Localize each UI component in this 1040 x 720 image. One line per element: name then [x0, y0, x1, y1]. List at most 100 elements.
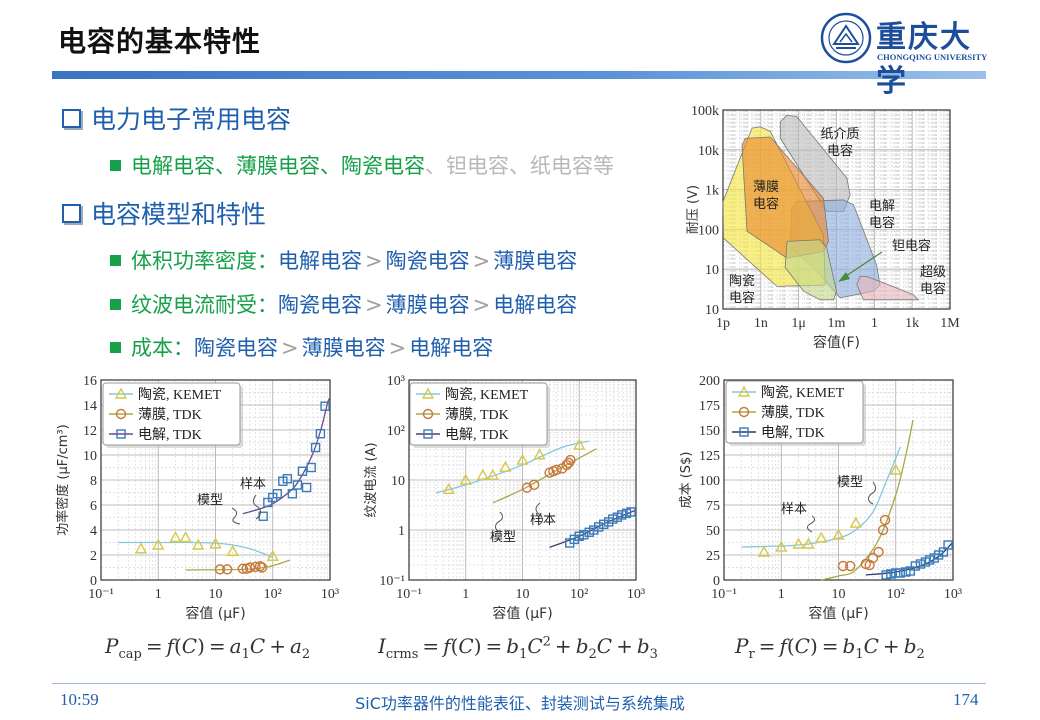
y-tick-label: 10 — [705, 263, 719, 278]
square-marker — [263, 497, 273, 508]
region-label-electrolytic: 电解电容 — [868, 199, 895, 231]
y-tick-label: 175 — [699, 399, 720, 414]
greater-than-separator: > — [281, 336, 299, 360]
formula-token: ) = — [197, 634, 230, 658]
y-tick-label: 10k — [698, 144, 719, 159]
formula-token: f — [443, 634, 451, 658]
square-marker — [287, 489, 298, 499]
formula-token: ) = — [473, 634, 507, 658]
y-tick-label: 125 — [699, 449, 720, 464]
triangle-marker — [209, 537, 222, 549]
circle-marker — [844, 560, 856, 572]
square-marker — [933, 550, 944, 560]
triangle-marker — [516, 453, 529, 465]
region-label-supercap: 超级电容 — [919, 265, 946, 297]
formula-token: f — [166, 634, 174, 658]
rank-label: 成本： — [131, 336, 194, 360]
formula-token: = — [418, 634, 444, 658]
x-tick-label: 1 — [155, 587, 162, 602]
university-logo: 重庆大学 CHONGQING UNIVERSITY — [820, 10, 988, 99]
formula-token: 2 — [588, 647, 597, 662]
sub-bullet-text: 纹波电流耐受：陶瓷电容 > 薄膜电容 > 电解电容 — [131, 289, 577, 319]
legend-entry: 陶瓷, KEMET — [138, 387, 222, 403]
formula-token: cap — [118, 647, 142, 662]
x-tick-label: 1 — [778, 587, 785, 602]
rank-item: 电解电容 — [493, 293, 578, 317]
y-tick-label: 1k — [705, 184, 719, 199]
circle-marker — [237, 563, 249, 574]
y-axis-title: 纹波电流 (A) — [364, 442, 379, 517]
formula-token: crms — [385, 647, 419, 662]
y-tick-label: 10³ — [387, 374, 405, 389]
annotation-leader — [494, 511, 504, 533]
square-marker — [315, 429, 326, 439]
plot-frame — [408, 379, 637, 581]
formula-token: b — [903, 634, 917, 658]
y-tick-label: 10⁻¹ — [379, 574, 405, 589]
triangle-marker — [114, 387, 128, 399]
triangle-marker — [832, 528, 845, 540]
triangle-marker — [802, 537, 815, 549]
region-label-paper: 纸介质电容 — [820, 127, 860, 159]
triangle-marker — [775, 540, 788, 552]
formula-token: C — [527, 634, 543, 658]
circle-marker — [563, 457, 574, 469]
x-axis-title: 容值 (μF) — [185, 605, 245, 622]
x-tick-label: 10² — [887, 587, 905, 602]
formula-token: b — [506, 634, 520, 658]
square-marker — [306, 462, 316, 473]
formula-token: C — [596, 634, 613, 658]
circle-marker — [422, 408, 434, 420]
formula-token: a — [229, 634, 242, 658]
square-marker — [886, 569, 896, 579]
formula-token: I — [378, 634, 386, 658]
square-marker — [292, 480, 303, 490]
x-tick-label: 10² — [264, 587, 282, 602]
annotation-label: 样本 — [240, 477, 266, 492]
x-tick-label: 10 — [516, 587, 530, 602]
greater-than-separator: > — [472, 249, 491, 273]
x-tick-label: 1m — [828, 316, 846, 331]
formula-token: b — [575, 634, 589, 658]
triangle-marker — [757, 545, 771, 557]
triangle-marker — [815, 531, 828, 543]
sub-bullet-text: 成本：陶瓷电容 > 薄膜电容 > 电解电容 — [131, 332, 493, 362]
formula-token: ( — [173, 634, 182, 658]
annotation-leader — [252, 494, 262, 520]
square-marker — [593, 522, 604, 532]
circle-marker — [250, 561, 261, 573]
formula-token: 1 — [855, 647, 864, 662]
y-tick-label: 10 — [391, 474, 405, 489]
x-tick-label: 10³ — [627, 587, 645, 602]
y-tick-label: 2 — [90, 549, 97, 564]
triangle-marker — [573, 438, 586, 450]
square-bullet-icon — [110, 254, 121, 266]
legend-entry: 电解, TDK — [445, 427, 509, 443]
x-tick-label: 10⁻¹ — [396, 587, 422, 602]
sub-bullet: 纹波电流耐受：陶瓷电容 > 薄膜电容 > 电解电容 — [110, 289, 577, 319]
university-emblem-icon — [820, 12, 872, 64]
square-marker — [599, 519, 609, 530]
formula-token: P — [105, 634, 119, 658]
legend — [102, 382, 241, 446]
formula-token: f — [779, 634, 787, 658]
triangle-marker — [192, 538, 205, 550]
triangle-marker — [179, 531, 192, 543]
formula-token: 2 — [542, 634, 551, 650]
square-marker — [905, 566, 916, 576]
annotation-leader — [231, 507, 241, 525]
formula-token: 2 — [916, 647, 925, 662]
region-label-film: 薄膜电容 — [752, 180, 779, 212]
x-axis-title: 容值 (μF) — [492, 605, 552, 622]
region-label-tantalum: 钽电容 — [892, 239, 932, 254]
annotation-label: 模型 — [197, 493, 223, 508]
formula-token: 1 — [241, 647, 250, 662]
x-axis-title: 容值 (μF) — [808, 605, 868, 622]
x-tick-label: 1n — [754, 316, 768, 331]
y-axis-title: 成本 (S$) — [679, 452, 694, 509]
square-marker — [579, 530, 589, 540]
footer-divider — [52, 683, 986, 684]
square-marker — [895, 568, 905, 578]
